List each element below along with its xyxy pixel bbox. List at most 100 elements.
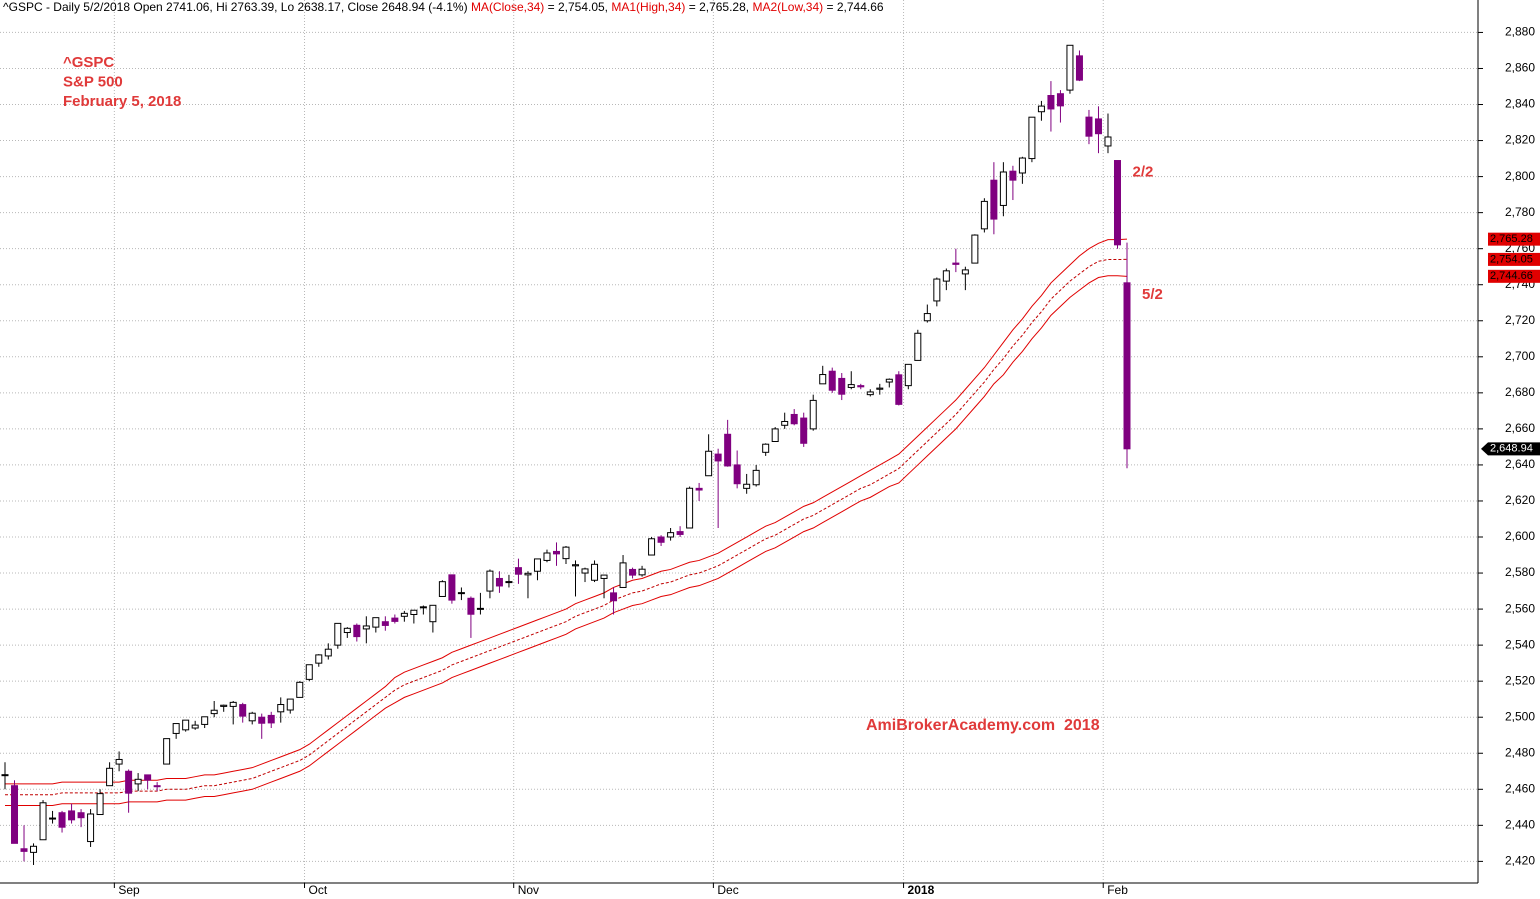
candle-body — [201, 716, 209, 725]
candle-body — [372, 617, 380, 628]
candle-body — [714, 453, 722, 462]
x-tick-label: Sep — [118, 883, 140, 897]
candle-body — [800, 417, 808, 444]
price-tag-label: 2,754.05 — [1490, 253, 1533, 265]
y-tick-label: 2,620 — [1505, 493, 1535, 507]
candle-body — [419, 606, 427, 609]
x-tick-label: Feb — [1107, 883, 1128, 897]
ma-line — [5, 238, 1128, 785]
candle-body — [239, 704, 247, 717]
candle-body — [286, 698, 294, 711]
candle-body — [448, 574, 456, 601]
candle-body — [438, 581, 446, 597]
candle-body — [229, 701, 237, 707]
candle-body — [457, 592, 465, 595]
header-part: = 2,765.28, — [685, 0, 752, 14]
candle-body — [572, 564, 580, 567]
candle-body — [1056, 93, 1064, 107]
candle-body — [39, 802, 47, 841]
header: ^GSPC - Daily 5/2/2018 Open 2741.06, Hi … — [3, 0, 884, 14]
candle-body — [923, 313, 931, 322]
candle-body — [999, 171, 1007, 206]
candle-body — [533, 558, 541, 572]
candle-body — [705, 450, 713, 477]
candle-body — [676, 531, 684, 535]
y-tick-label: 2,780 — [1505, 205, 1535, 219]
grid — [0, 0, 1478, 883]
y-tick-label: 2,860 — [1505, 61, 1535, 75]
candle-body — [267, 714, 275, 724]
candle-body — [1094, 118, 1102, 135]
candle-body — [381, 621, 389, 626]
candle-body — [828, 370, 836, 391]
price-tag-label: 2,744.66 — [1490, 270, 1533, 282]
candle-body — [600, 574, 608, 579]
candle-body — [990, 179, 998, 220]
candle-body — [87, 813, 95, 843]
candle-body — [467, 597, 475, 615]
candle-body — [885, 378, 893, 383]
candle-body — [125, 770, 133, 794]
candle-body — [1, 774, 9, 777]
watermark: AmiBrokerAcademy.com 2018 — [866, 717, 1100, 734]
candle-body — [391, 617, 399, 622]
candle-body — [182, 719, 190, 731]
y-tick-label: 2,880 — [1505, 25, 1535, 39]
y-tick-label: 2,720 — [1505, 313, 1535, 327]
y-tick-label: 2,640 — [1505, 457, 1535, 471]
candle-body — [20, 848, 28, 852]
candle-body — [343, 627, 351, 634]
candle-body — [952, 262, 960, 265]
candle-body — [895, 374, 903, 405]
candle-body — [106, 767, 114, 787]
annotation: 5/2 — [1142, 286, 1163, 303]
y-tick-label: 2,460 — [1505, 781, 1535, 795]
price-tag — [1488, 232, 1540, 246]
candle-body — [410, 609, 418, 615]
title-line: S&P 500 — [63, 73, 123, 90]
candle-body — [942, 270, 950, 282]
header-part: MA1(High,34) — [611, 0, 685, 14]
y-tick-label: 2,580 — [1505, 565, 1535, 579]
candle-body — [144, 774, 152, 781]
y-tick-label: 2,680 — [1505, 385, 1535, 399]
candle-body — [353, 624, 361, 638]
candle-body — [68, 810, 76, 821]
candle-body — [591, 563, 599, 581]
candle-body — [476, 607, 484, 610]
candle-body — [971, 234, 979, 264]
header-part: = 2,754.05, — [544, 0, 611, 14]
annotation: 2/2 — [1132, 163, 1153, 180]
candle-body — [277, 704, 285, 713]
x-tick-label: 2018 — [908, 883, 935, 897]
candle-body — [1075, 55, 1083, 81]
y-tick-label: 2,660 — [1505, 421, 1535, 435]
candle-body — [904, 363, 912, 387]
close-tag — [1481, 442, 1540, 456]
candle-body — [49, 817, 57, 820]
candle-body — [248, 712, 256, 722]
candle-body — [638, 568, 646, 576]
x-tick-label: Nov — [518, 883, 539, 897]
candle-body — [115, 758, 123, 765]
y-tick-label: 2,500 — [1505, 709, 1535, 723]
y-tick-label: 2,540 — [1505, 637, 1535, 651]
candle-body — [153, 785, 161, 788]
candle-body — [315, 654, 323, 664]
candle-body — [362, 625, 370, 630]
candle-body — [1085, 116, 1093, 137]
candle-body — [724, 433, 732, 467]
candle-body — [524, 572, 532, 576]
candle-body — [514, 567, 522, 575]
x-tick-label: Dec — [717, 883, 738, 897]
candle-body — [495, 577, 503, 587]
candle-body — [581, 568, 589, 574]
y-tick-label: 2,440 — [1505, 818, 1535, 832]
annotations: ^GSPC S&P 500 February 5, 2018 AmiBrokerAca… — [63, 54, 1163, 734]
candle-body — [96, 793, 104, 816]
candle-body — [857, 385, 865, 388]
candle-body — [686, 487, 694, 529]
price-tag-label: 2,765.28 — [1490, 233, 1533, 245]
price-tag — [1488, 252, 1540, 266]
candle-body — [866, 391, 874, 396]
